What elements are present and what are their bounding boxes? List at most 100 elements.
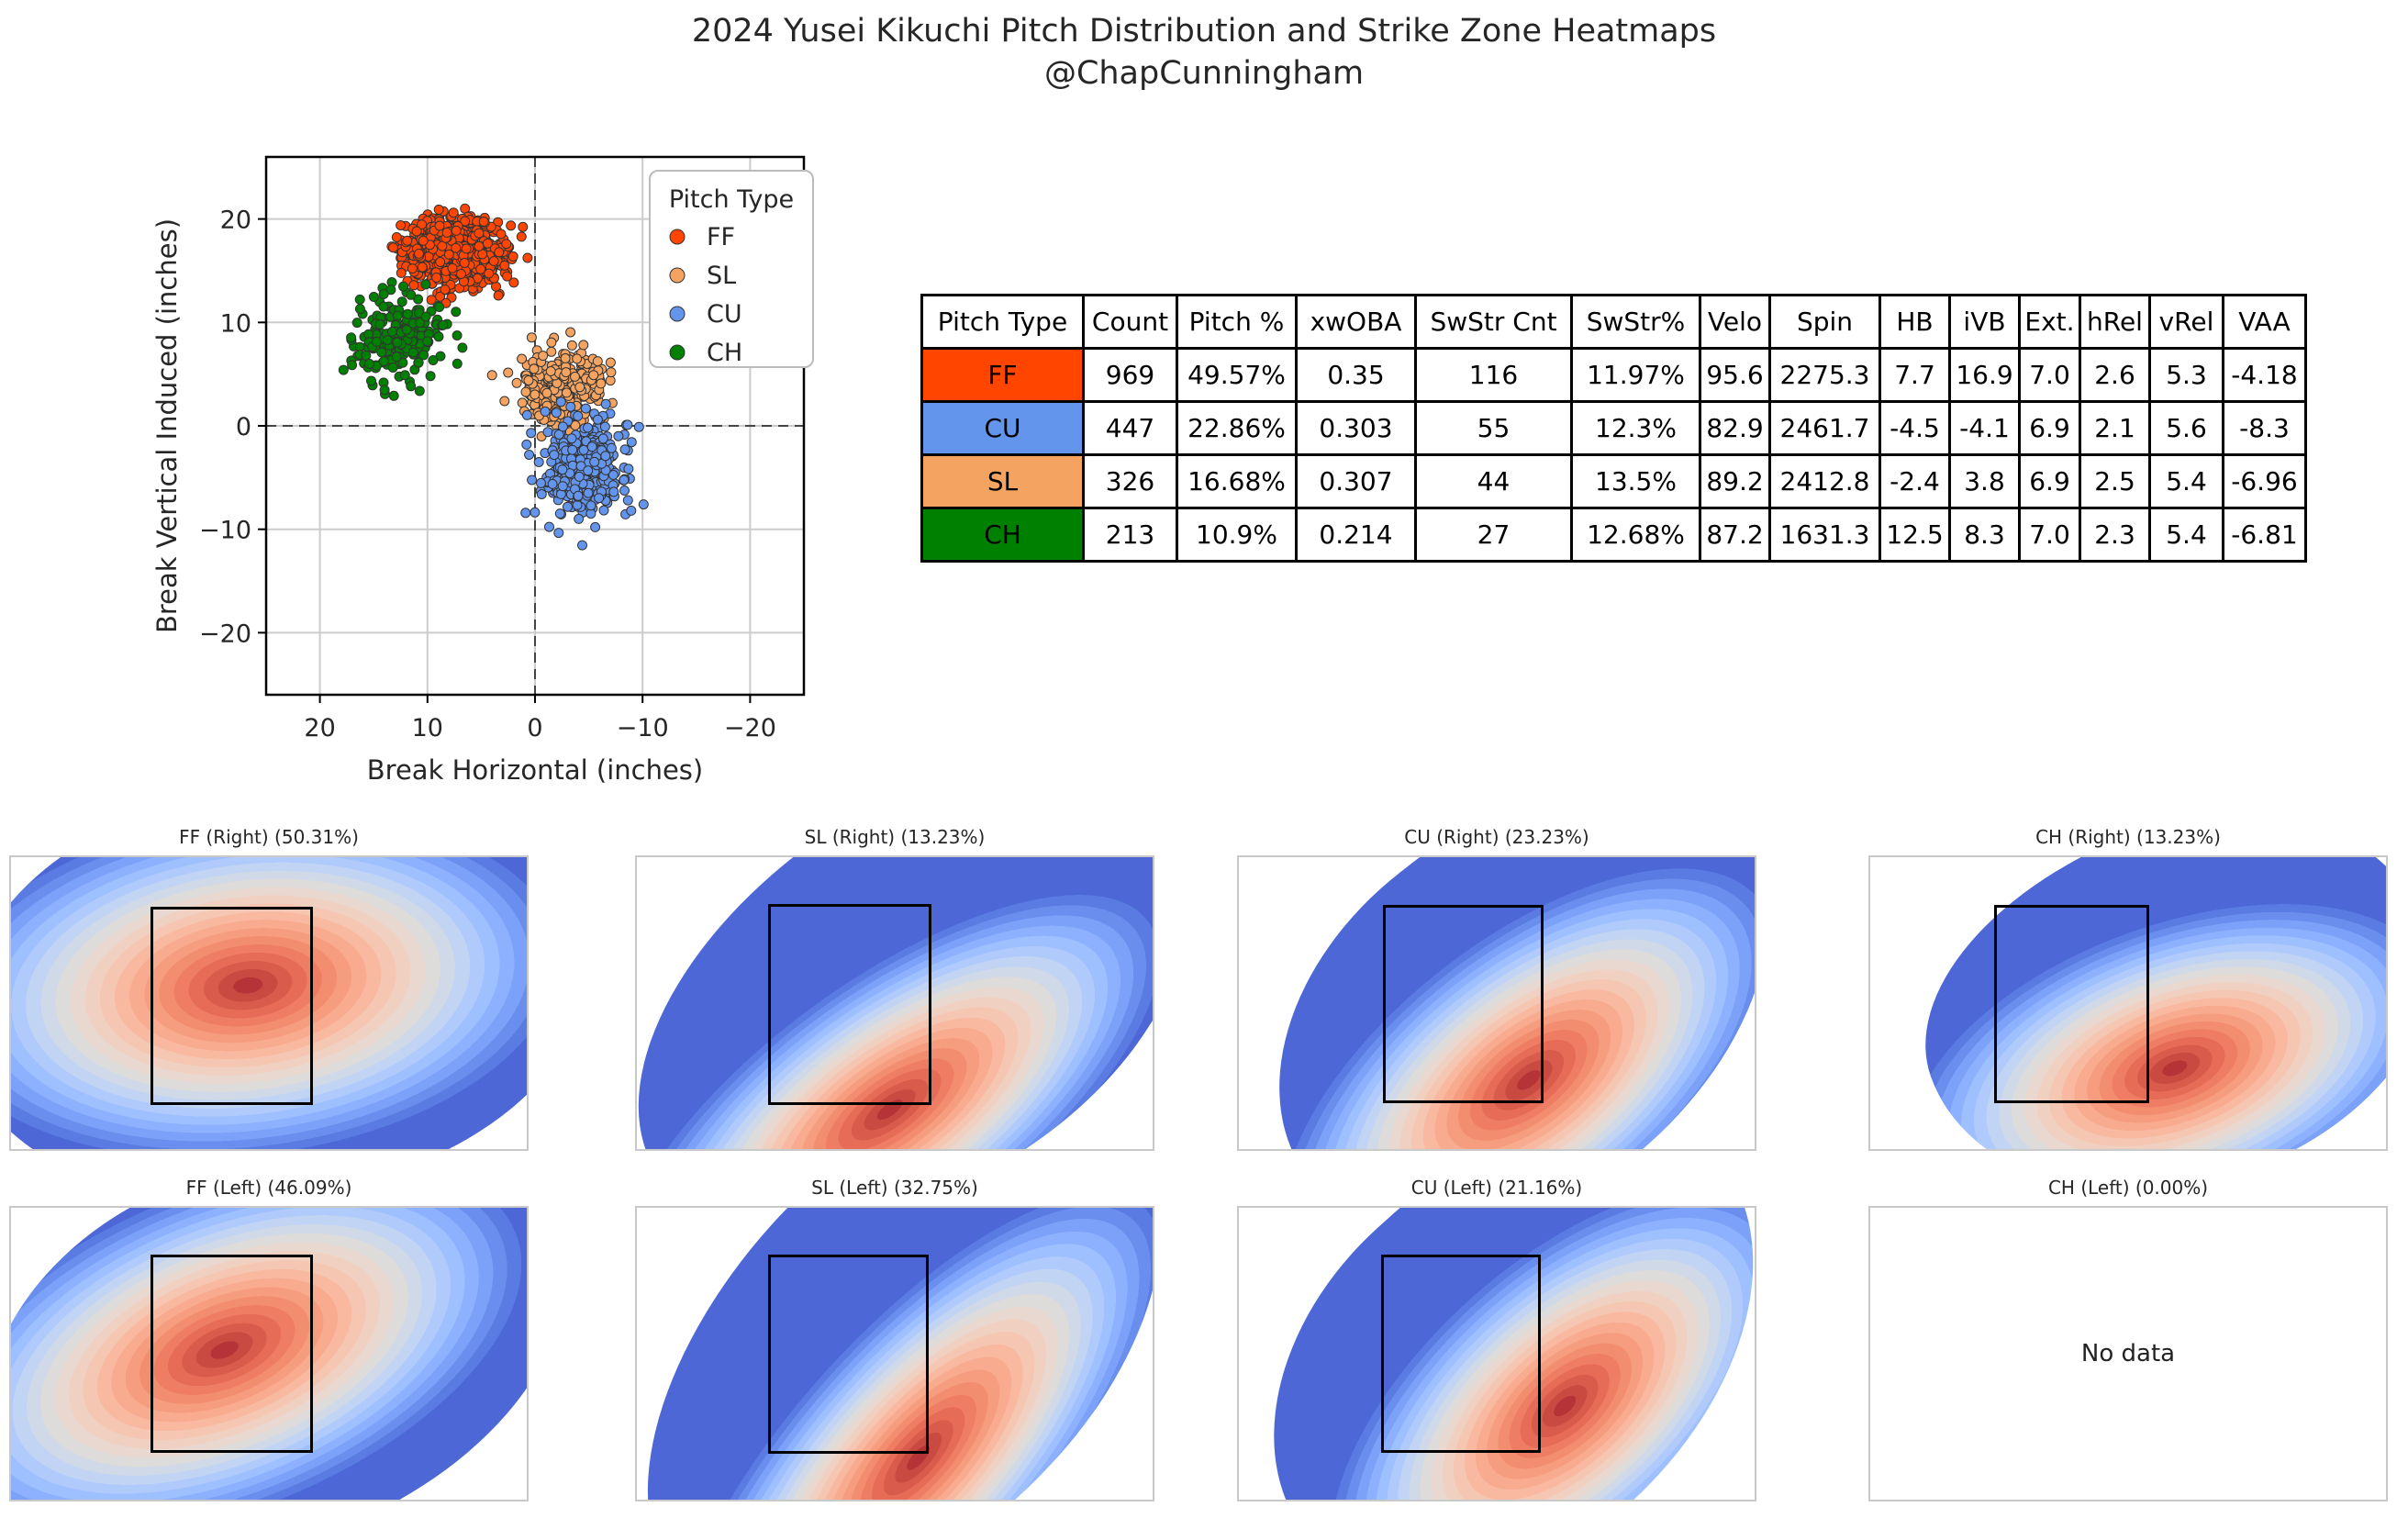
heatmap-title-ff-right: FF (Right) (50.31%) [179, 826, 359, 848]
pitch-stats-table: Pitch Type Count Pitch % xwOBA SwStr Cnt SwSt… [920, 294, 2307, 563]
table-cell: 12.5 [1878, 507, 1951, 563]
x-tick-label: 10 [412, 714, 443, 742]
table-header-cell: Velo [1699, 294, 1771, 350]
table-header-cell: Pitch % [1176, 294, 1298, 350]
table-cell: 12.3% [1570, 400, 1701, 456]
strike-zone-box-cu-left [1380, 1254, 1542, 1453]
heatmap-panel-cu-left [1237, 1206, 1756, 1501]
table-cell: 55 [1414, 400, 1573, 456]
table-cell: 5.3 [2148, 347, 2224, 403]
table-cell: -4.1 [1948, 400, 2021, 456]
heatmap-title-sl-right: SL (Right) (13.23%) [804, 826, 986, 848]
x-tick-label: −10 [617, 714, 669, 742]
table-cell: 8.3 [1948, 507, 2021, 563]
table-cell: 0.307 [1295, 453, 1417, 509]
table-cell: 2412.8 [1768, 453, 1881, 509]
table-cell: 326 [1082, 453, 1178, 509]
table-header-cell: Pitch Type [920, 294, 1085, 350]
table-cell: 2275.3 [1768, 347, 1881, 403]
y-axis-label: Break Vertical Induced (inches) [151, 218, 183, 633]
break-scatter-plot: 20 10 0 −10 −20 −20 −10 0 10 20 Break Horizontal (… [151, 155, 814, 786]
table-cell: 2.1 [2079, 400, 2151, 456]
scatter-ticks: 20 10 0 −10 −20 −20 −10 0 10 20 [199, 206, 776, 742]
table-cell: 11.97% [1570, 347, 1701, 403]
table-cell: 0.214 [1295, 507, 1417, 563]
scatter-legend: Pitch Type FF SL CU CH [649, 170, 814, 368]
strike-zone-box-ch-right [1993, 905, 2149, 1104]
table-header-cell: Count [1082, 294, 1178, 350]
heatmap-panel-ff-right [9, 855, 529, 1151]
heatmap-panel-sl-right [635, 855, 1154, 1151]
pitch-type-cell: FF [920, 347, 1085, 403]
pitch-type-cell: CU [920, 400, 1085, 456]
table-cell: 6.9 [2018, 400, 2081, 456]
heatmap-title-cu-right: CU (Right) (23.23%) [1404, 826, 1589, 848]
table-cell: 87.2 [1699, 507, 1771, 563]
strike-zone-box-ff-left [150, 1254, 314, 1453]
table-header-row: Pitch Type Count Pitch % xwOBA SwStr Cnt SwSt… [920, 294, 2307, 350]
table-cell: 89.2 [1699, 453, 1771, 509]
y-tick-label: −10 [199, 517, 251, 545]
table-header-cell: SwStr Cnt [1414, 294, 1573, 350]
table-row: SL 326 16.68% 0.307 44 13.5% 89.2 2412.8 -2.4 3.8… [920, 453, 2307, 509]
heatmap-panel-ch-right [1868, 855, 2388, 1151]
legend-label-ch: CH [707, 339, 742, 367]
heatmap-title-ff-left: FF (Left) (46.09%) [185, 1177, 352, 1199]
table-cell: 2.6 [2079, 347, 2151, 403]
legend-title: Pitch Type [669, 185, 794, 214]
heatmap-title-cu-left: CU (Left) (21.16%) [1410, 1177, 1583, 1199]
table-cell: 5.6 [2148, 400, 2224, 456]
table-cell: 27 [1414, 507, 1573, 563]
table-cell: -4.5 [1878, 400, 1951, 456]
table-cell: -8.3 [2222, 400, 2307, 456]
table-cell: 10.9% [1176, 507, 1298, 563]
page-subtitle: @ChapCunningham [1043, 55, 1365, 92]
pitch-type-cell: CH [920, 507, 1085, 563]
table-cell: 0.303 [1295, 400, 1417, 456]
table-cell: 7.0 [2018, 507, 2081, 563]
table-cell: 5.4 [2148, 453, 2224, 509]
heatmap-panel-ch-left: No data [1868, 1206, 2388, 1501]
table-header-cell: Ext. [2018, 294, 2081, 350]
table-cell: 5.4 [2148, 507, 2224, 563]
table-cell: 13.5% [1570, 453, 1701, 509]
heatmap-title-ch-right: CH (Right) (13.23%) [2035, 826, 2221, 848]
x-axis-label: Break Horizontal (inches) [367, 754, 703, 786]
legend-marker-ch [669, 344, 686, 361]
table-cell: 2461.7 [1768, 400, 1881, 456]
scatter-series-ch [338, 277, 468, 401]
table-cell: 2.5 [2079, 453, 2151, 509]
table-cell: 0.35 [1295, 347, 1417, 403]
strike-zone-box-ff-right [150, 907, 314, 1105]
strike-zone-box-cu-right [1383, 905, 1544, 1104]
heatmap-panel-cu-right [1237, 855, 1756, 1151]
table-cell: 447 [1082, 400, 1178, 456]
no-data-label: No data [2080, 1340, 2176, 1367]
heatmap-panel-ff-left [9, 1206, 529, 1501]
heatmap-panel-sl-left [635, 1206, 1154, 1501]
table-cell: 44 [1414, 453, 1573, 509]
legend-marker-sl [669, 267, 686, 284]
legend-label-ff: FF [707, 223, 735, 251]
table-row: FF 969 49.57% 0.35 116 11.97% 95.6 2275.3 7.7 16.… [920, 347, 2307, 403]
table-cell: -2.4 [1878, 453, 1951, 509]
table-cell: 3.8 [1948, 453, 2021, 509]
y-tick-label: 0 [236, 413, 251, 441]
table-cell: 213 [1082, 507, 1178, 563]
legend-marker-cu [669, 306, 686, 322]
table-cell: 116 [1414, 347, 1573, 403]
table-header-cell: xwOBA [1295, 294, 1417, 350]
table-header-cell: vRel [2148, 294, 2224, 350]
pitch-type-cell: SL [920, 453, 1085, 509]
scatter-series-ff [386, 203, 533, 308]
table-header-cell: VAA [2222, 294, 2307, 350]
table-cell: 95.6 [1699, 347, 1771, 403]
page-title: 2024 Yusei Kikuchi Pitch Distribution an… [691, 13, 1717, 50]
table-cell: 1631.3 [1768, 507, 1881, 563]
table-cell: -6.81 [2222, 507, 2307, 563]
heatmap-title-ch-left: CH (Left) (0.00%) [2047, 1177, 2209, 1199]
legend-label-sl: SL [707, 262, 736, 290]
x-tick-label: −20 [724, 714, 776, 742]
table-cell: 12.68% [1570, 507, 1701, 563]
y-tick-label: 20 [220, 206, 251, 235]
